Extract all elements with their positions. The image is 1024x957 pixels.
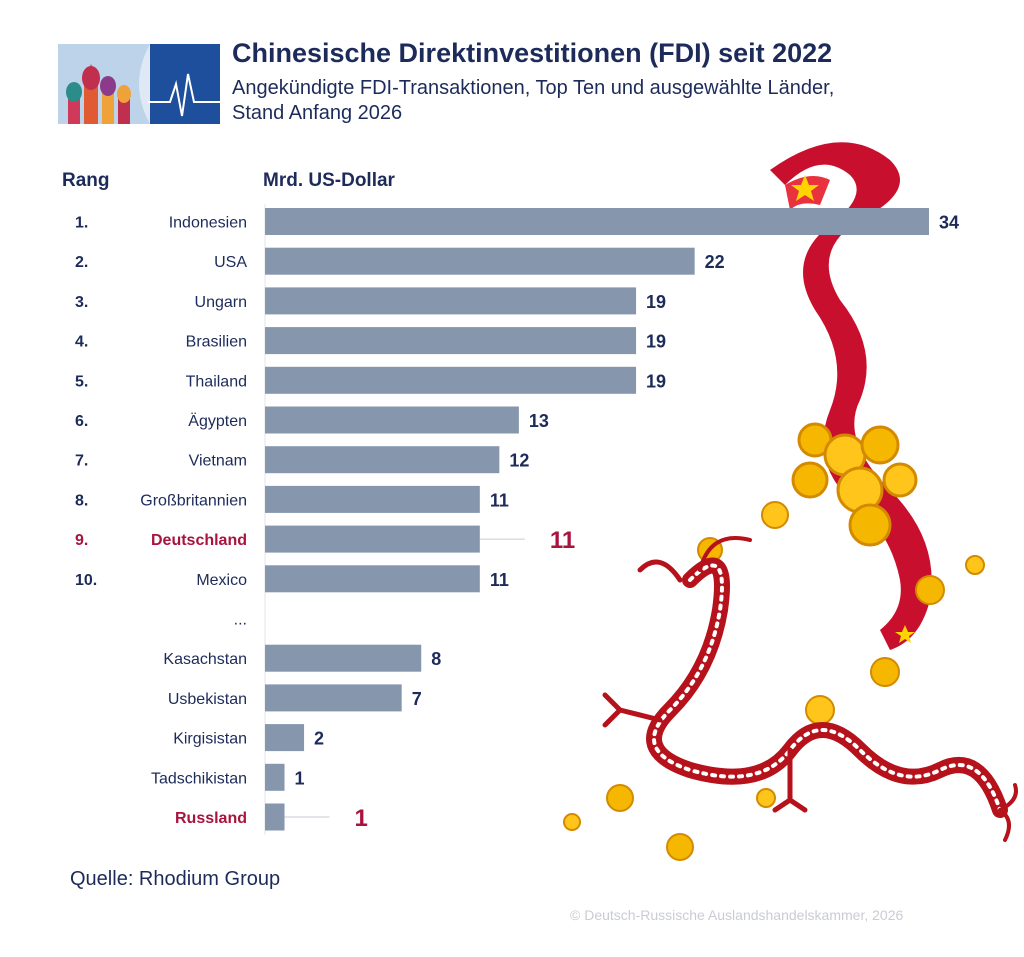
rank-column-header: Rang: [62, 170, 110, 191]
bar: [265, 406, 519, 434]
category-label: Tadschikistan: [151, 770, 247, 787]
rank-label: 4.: [75, 334, 88, 351]
bar: [265, 247, 695, 275]
category-label: Ungarn: [195, 294, 247, 311]
bar: [265, 724, 305, 752]
value-label: 19: [646, 292, 666, 312]
value-label: 8: [431, 649, 441, 669]
category-label: Mexico: [196, 572, 247, 589]
rank-label: 5.: [75, 373, 88, 390]
rank-label: 7.: [75, 453, 88, 470]
category-label: Kirgisistan: [173, 731, 247, 748]
value-label: 13: [529, 411, 549, 431]
copyright-note: © Deutsch-Russische Auslandshandelskamme…: [570, 907, 904, 923]
value-label: 22: [705, 252, 725, 272]
rank-label: 3.: [75, 294, 88, 311]
rank-label: 2.: [75, 254, 88, 271]
category-label: Indonesien: [169, 215, 247, 232]
bar: [265, 763, 285, 791]
rank-label: 8.: [75, 492, 88, 509]
value-label: 19: [646, 371, 666, 391]
category-label: Kasachstan: [163, 651, 247, 668]
category-label: Ägypten: [188, 412, 247, 430]
category-label: Usbekistan: [168, 691, 247, 708]
value-label: 11: [550, 527, 575, 554]
bar: [265, 684, 402, 712]
rank-label: 1.: [75, 215, 88, 232]
gold-coins-icon: [563, 422, 985, 861]
category-label: USA: [214, 254, 247, 271]
category-label: Deutschland: [151, 532, 247, 549]
rank-label: 9.: [75, 532, 88, 549]
category-label: Thailand: [186, 373, 247, 390]
category-label: Vietnam: [189, 453, 247, 470]
value-label: 1: [355, 805, 368, 832]
bar: [265, 327, 637, 355]
category-label: Großbritannien: [140, 492, 247, 509]
category-label: Russland: [175, 810, 247, 827]
bar: [265, 485, 480, 513]
bar: [265, 366, 637, 394]
bar: [265, 803, 285, 831]
value-label: 11: [490, 570, 509, 590]
value-label: 1: [295, 768, 305, 788]
value-label: 12: [509, 451, 529, 471]
bar: [265, 287, 637, 315]
subtitle-line-1: Angekündigte FDI-Transaktionen, Top Ten …: [232, 77, 835, 99]
logo-image: [58, 44, 220, 124]
category-label: ...: [234, 612, 247, 629]
value-label: 34: [939, 213, 959, 233]
bar: [265, 644, 422, 672]
bar: [265, 525, 480, 553]
bar: [265, 565, 480, 593]
value-label: 11: [490, 490, 509, 510]
value-label: 7: [412, 689, 422, 709]
rank-label: 10.: [75, 572, 97, 589]
bar: [265, 208, 929, 235]
ribbon-dragon-illustration: [563, 142, 1018, 861]
subtitle-line-2: Stand Anfang 2026: [232, 102, 403, 124]
rank-label: 6.: [75, 413, 88, 430]
unit-column-header: Mrd. US-Dollar: [263, 170, 395, 191]
chart-subtitle: Angekündigte FDI-Transaktionen, Top Ten …: [232, 76, 932, 126]
value-label: 2: [314, 729, 324, 749]
value-label: 19: [646, 332, 666, 352]
bar: [265, 446, 500, 474]
chart-title: Chinesische Direktinvestitionen (FDI) se…: [232, 38, 833, 68]
category-label: Brasilien: [186, 334, 247, 351]
source-note: Quelle: Rhodium Group: [70, 868, 281, 890]
dragon-icon: [602, 536, 1018, 842]
